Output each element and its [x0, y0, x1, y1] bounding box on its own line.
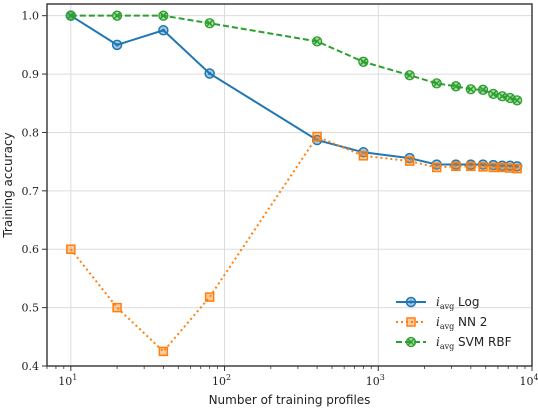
- data-point: [505, 163, 515, 173]
- data-point: [497, 162, 507, 173]
- data-point: [158, 346, 169, 357]
- data-point: [465, 84, 476, 95]
- data-point: [405, 296, 417, 308]
- data-point: [404, 156, 415, 166]
- series-nn-2: [66, 131, 522, 357]
- plot-frame: [46, 3, 533, 367]
- y-tick-label: 0.7: [22, 185, 40, 198]
- legend-label: Log: [458, 295, 479, 309]
- data-point: [111, 10, 123, 21]
- data-point: [204, 68, 215, 79]
- data-point: [358, 151, 369, 161]
- x-tick-label: 101: [58, 373, 77, 388]
- x-axis-label: Number of training profiles: [209, 393, 371, 407]
- data-point: [312, 131, 322, 142]
- data-point: [204, 18, 215, 29]
- x-tick-label: 104: [519, 373, 538, 388]
- data-point: [111, 39, 123, 51]
- data-point: [511, 95, 523, 106]
- legend-symbol: iavg: [436, 335, 454, 351]
- data-point: [358, 56, 369, 67]
- y-tick-label: 0.8: [22, 126, 40, 139]
- y-tick-label: 0.5: [22, 302, 40, 315]
- x-tick-label: 103: [366, 373, 385, 388]
- axis-ticks: 101 102 103 104 0.4 0.5 0.6 0.7 0.8 0.9 1.0: [22, 10, 538, 388]
- data-point: [405, 336, 417, 348]
- x-tick-label: 102: [212, 373, 231, 388]
- legend-item: iavg SVM RBF: [396, 335, 512, 351]
- legend-item: iavg Log: [396, 295, 479, 311]
- data-point: [477, 84, 489, 95]
- data-point: [451, 161, 461, 172]
- legend-symbol: iavg: [436, 295, 454, 311]
- data-point: [404, 70, 415, 81]
- data-point: [65, 10, 76, 21]
- legend-label: NN 2: [458, 315, 487, 329]
- data-point: [497, 91, 508, 102]
- y-tick-label: 0.6: [22, 243, 40, 256]
- data-point: [158, 10, 169, 21]
- y-axis-label: Training accuracy: [1, 132, 15, 238]
- data-point: [488, 88, 499, 100]
- data-point: [406, 317, 416, 327]
- series-layer: [65, 10, 523, 357]
- data-point: [478, 162, 488, 172]
- series-log: [65, 10, 523, 172]
- data-point: [431, 162, 442, 173]
- legend-item: iavg NN 2: [396, 315, 487, 331]
- data-point: [488, 162, 499, 173]
- data-point: [158, 25, 169, 36]
- y-tick-label: 0.4: [22, 360, 40, 373]
- data-point: [112, 302, 122, 313]
- y-tick-label: 1.0: [22, 10, 40, 23]
- y-tick-label: 0.9: [22, 68, 40, 81]
- series-line: [70, 135, 518, 353]
- legend-label: SVM RBF: [458, 335, 512, 349]
- data-point: [450, 81, 462, 92]
- legend-symbol: iavg: [436, 315, 454, 331]
- data-point: [512, 163, 522, 174]
- data-point: [466, 161, 476, 172]
- data-point: [204, 292, 215, 302]
- series-svm-rbf: [65, 10, 523, 106]
- data-point: [311, 36, 323, 47]
- data-point: [66, 244, 76, 254]
- series-line: [70, 14, 518, 102]
- data-point: [431, 78, 442, 89]
